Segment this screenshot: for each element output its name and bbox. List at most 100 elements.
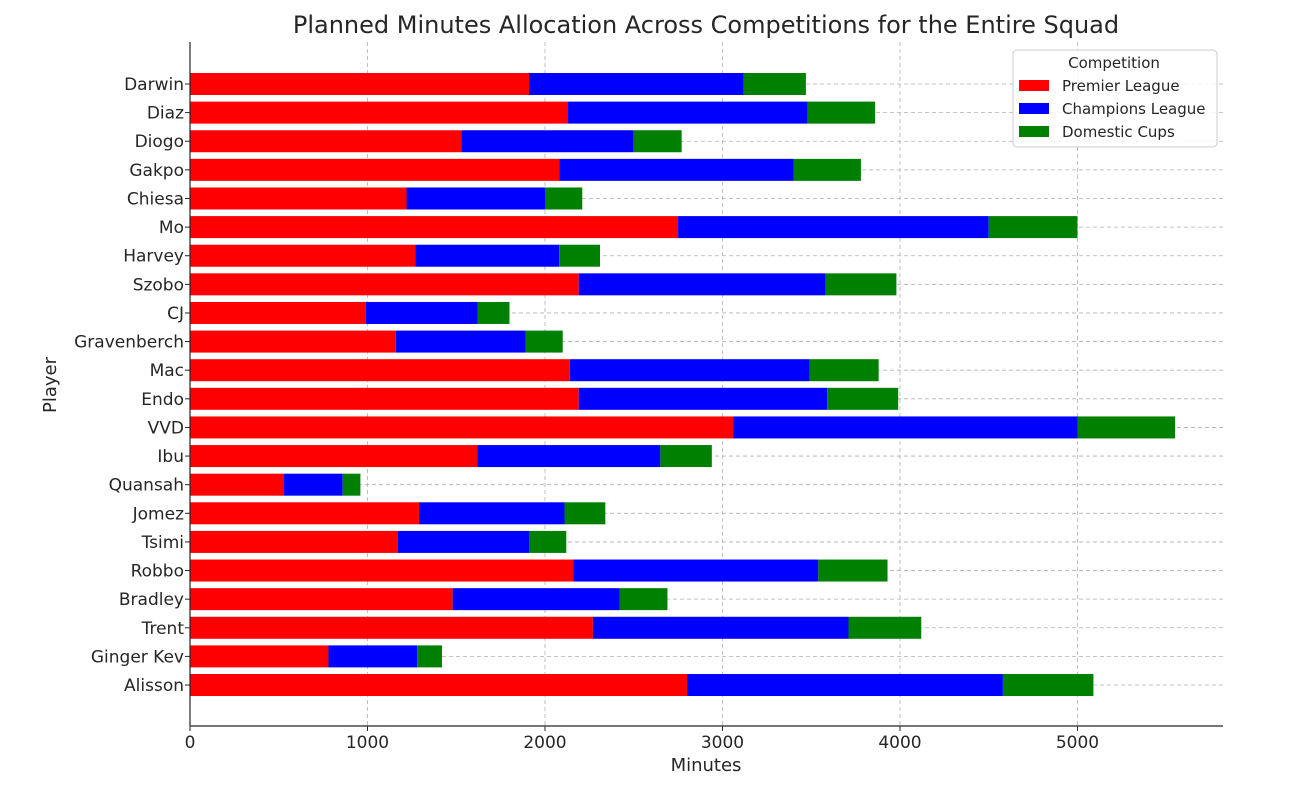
bars (190, 73, 1176, 697)
bar-segment (633, 130, 682, 153)
y-axis-label: Player (40, 356, 61, 413)
bar-segment (328, 645, 418, 668)
bar-segment (452, 588, 620, 611)
bar-segment (461, 130, 634, 153)
bar-segment (578, 273, 826, 296)
bar-segment (190, 158, 560, 181)
bar-segment (190, 502, 419, 525)
bar-segment (529, 73, 744, 95)
bar-segment (477, 445, 661, 468)
bar-segment (365, 301, 478, 324)
y-tick-label: Szobo (133, 275, 184, 295)
bar-segment (544, 187, 583, 210)
bar-segment (415, 244, 560, 267)
bar-segment (1077, 416, 1176, 439)
bar-segment (190, 416, 734, 439)
grid (190, 42, 1223, 726)
y-tick-label: VVD (148, 418, 184, 438)
legend-box (1012, 49, 1218, 148)
y-tick-labels: Darwin Diaz Diogo Gakpo Chiesa Mo Harvey Szobo C… (74, 75, 190, 696)
bar-segment (406, 187, 545, 210)
chart-title: Planned Minutes Allocation Across Compet… (293, 11, 1119, 39)
bar-segment (190, 645, 329, 668)
bar-segment (568, 101, 808, 124)
bar-segment (190, 101, 569, 124)
bar-segment (190, 530, 398, 553)
y-tick-label: Alisson (124, 676, 184, 696)
bar-segment (190, 330, 396, 353)
bar-segment (525, 330, 563, 353)
y-tick-label: Ibu (157, 447, 184, 467)
bar-segment (592, 616, 849, 639)
bar-segment (848, 616, 922, 639)
bar-segment (190, 216, 679, 239)
bar-segment (569, 359, 810, 382)
bar-segment (477, 301, 510, 324)
bar-segment (619, 588, 668, 611)
y-tick-label: Trent (141, 619, 185, 639)
bar-segment (529, 530, 567, 553)
bar-segment (190, 130, 462, 153)
bar-segment (418, 502, 565, 525)
y-tick-label: Robbo (131, 562, 184, 582)
bar-segment (190, 187, 407, 210)
legend-swatch (1019, 103, 1049, 114)
bar-segment (686, 674, 1003, 697)
legend-swatch (1019, 80, 1049, 91)
bar-segment (743, 73, 806, 95)
y-tick-label: Diaz (147, 104, 184, 124)
bar-segment (397, 530, 530, 553)
bar-segment (578, 387, 828, 410)
x-tick-labels: 0 1000 2000 3000 4000 5000 (185, 726, 1099, 753)
y-tick-label: Mo (159, 218, 184, 238)
bar-segment (559, 158, 794, 181)
bar-segment (190, 445, 478, 468)
y-tick-label: Diogo (135, 132, 184, 152)
bar-segment (342, 473, 361, 496)
bar-segment (818, 559, 888, 582)
bar-segment (190, 301, 366, 324)
axes (189, 42, 1223, 727)
bar-segment (827, 387, 899, 410)
legend-title: Competition (1068, 54, 1160, 72)
legend-swatch (1019, 126, 1049, 137)
bar-segment (190, 559, 574, 582)
bar-segment (988, 216, 1078, 239)
y-tick-label: Ginger Kev (91, 647, 184, 667)
y-tick-label: Mac (150, 361, 184, 381)
y-tick-label: Gravenberch (74, 333, 184, 353)
bar-segment (190, 359, 570, 382)
bar-segment (190, 273, 579, 296)
bar-segment (660, 445, 712, 468)
bar-segment (395, 330, 526, 353)
bar-segment (825, 273, 897, 296)
bar-segment (573, 559, 819, 582)
bar-segment (807, 101, 876, 124)
bar-segment (190, 674, 687, 697)
bar-segment (190, 387, 579, 410)
y-tick-label: Jomez (132, 504, 184, 524)
bar-segment (190, 473, 285, 496)
x-tick-label: 3000 (701, 733, 744, 753)
bar-segment (190, 616, 593, 639)
y-tick-label: Tsimi (141, 533, 184, 553)
x-tick-label: 4000 (878, 733, 921, 753)
bar-segment (284, 473, 343, 496)
legend-label: Champions League (1062, 100, 1206, 118)
x-tick-label: 5000 (1056, 733, 1099, 753)
bar-segment (809, 359, 879, 382)
bar-segment (564, 502, 606, 525)
bar-segment (190, 244, 416, 267)
bar-segment (793, 158, 861, 181)
y-tick-label: Darwin (124, 75, 184, 95)
legend: Competition Premier League Champions Leag… (1012, 49, 1218, 148)
x-axis-label: Minutes (671, 755, 742, 776)
bar-segment (733, 416, 1078, 439)
bar-segment (190, 73, 530, 95)
y-tick-label: Harvey (123, 247, 184, 267)
y-tick-label: Bradley (119, 590, 184, 610)
x-tick-label: 2000 (523, 733, 566, 753)
bar-segment (559, 244, 601, 267)
bar-segment (190, 588, 453, 611)
